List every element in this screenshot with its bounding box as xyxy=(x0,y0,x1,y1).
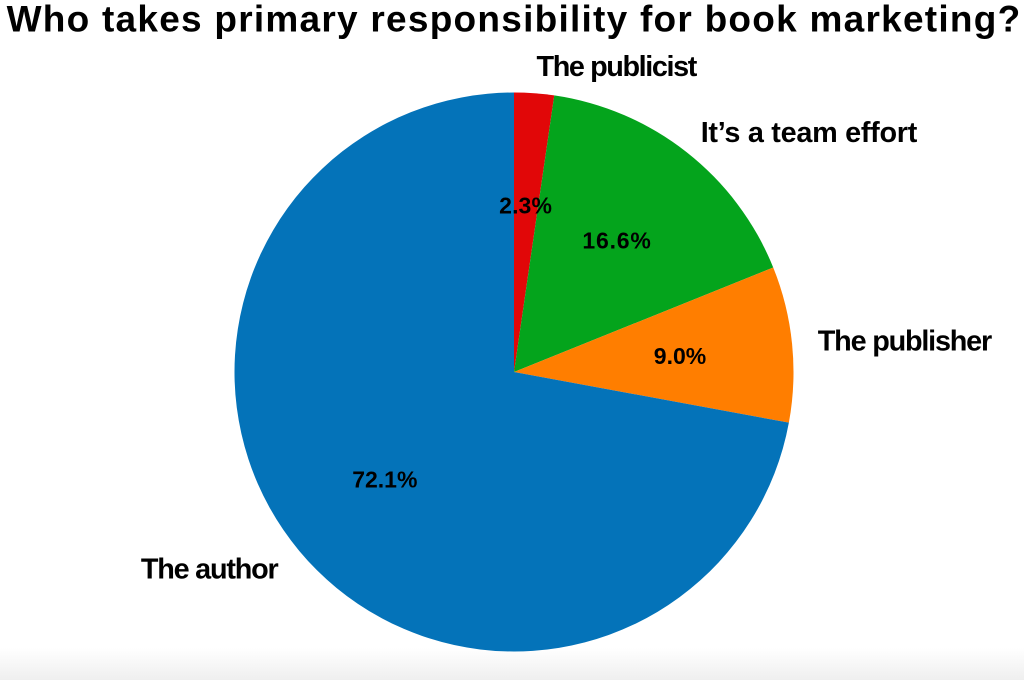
svg-text:It’s a team effort: It’s a team effort xyxy=(701,117,918,149)
svg-text:16.6%: 16.6% xyxy=(582,228,651,254)
svg-text:The publisher: The publisher xyxy=(818,326,992,358)
svg-text:The author: The author xyxy=(141,554,279,586)
svg-text:72.1%: 72.1% xyxy=(352,467,417,493)
svg-text:2.3%: 2.3% xyxy=(499,193,552,219)
svg-text:9.0%: 9.0% xyxy=(654,343,706,369)
svg-text:The publicist: The publicist xyxy=(537,51,698,83)
svg-text:Who takes primary responsibili: Who takes primary responsibility for boo… xyxy=(7,0,1022,40)
